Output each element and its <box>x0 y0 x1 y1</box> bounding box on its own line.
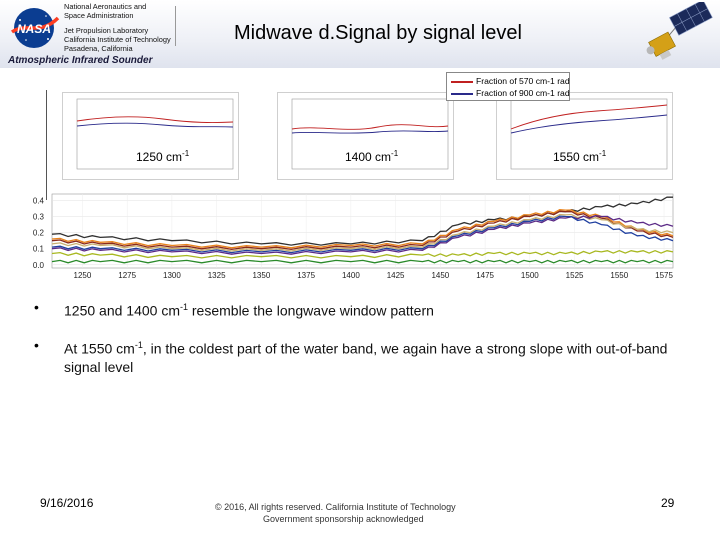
y-tick-label: 0.3 <box>33 213 45 222</box>
x-tick-label: 1400 <box>342 271 360 280</box>
x-tick-label: 1550 <box>610 271 628 280</box>
instrument-label: Atmospheric Infrared Sounder <box>8 55 153 66</box>
spectrum-line-chart: 0.4 0.3 0.2 0.1 0.0 1250 1275 1300 1325 1350 1375… <box>33 193 674 280</box>
footer-copyright-line-2: Government sponsorship acknowledged <box>263 514 424 524</box>
series-line-green <box>51 259 674 264</box>
header-divider <box>175 6 176 46</box>
bullet-text-2: At 1550 cm-1, in the coldest part of the… <box>64 340 668 375</box>
agency-name-line-2: Space Administration <box>64 11 134 20</box>
chart-legend: Fraction of 570 cm-1 rad Fraction of 900… <box>446 72 570 101</box>
y-tick-label: 0.2 <box>33 229 45 238</box>
x-tick-label: 1275 <box>118 271 136 280</box>
x-tick-label: 1475 <box>476 271 494 280</box>
nasa-logo-text: NASA <box>17 22 51 36</box>
legend-entry-900: Fraction of 900 cm-1 rad <box>451 88 570 98</box>
plot-label-1250: 1250 cm-1 <box>136 149 190 164</box>
page-number: 29 <box>661 496 675 510</box>
series-line-blue <box>51 215 674 254</box>
x-tick-label: 1300 <box>163 271 181 280</box>
x-tick-label: 1500 <box>521 271 539 280</box>
nasa-logo-icon: NASA <box>10 8 60 48</box>
series-line-tan <box>51 213 674 252</box>
chart-series-group <box>51 196 674 264</box>
satellite-icon <box>646 2 713 60</box>
bullet-marker-1: • <box>34 299 39 315</box>
x-tick-label: 1325 <box>208 271 226 280</box>
series-line-yellow-green <box>51 249 674 259</box>
agency-name-line-1: National Aeronautics and <box>64 2 147 11</box>
footer-date: 9/16/2016 <box>40 496 94 510</box>
y-tick-label: 0.1 <box>33 245 45 254</box>
plot-panel-1550 <box>496 92 673 180</box>
lab-name-line-1: Jet Propulsion Laboratory <box>64 26 149 35</box>
x-tick-label: 1425 <box>387 271 405 280</box>
x-tick-group: 1250 1275 1300 1325 1350 1375 1400 1425 1450 1475… <box>74 271 674 280</box>
axis-stub <box>46 90 47 200</box>
lab-name-line-3: Pasadena, California <box>64 44 133 53</box>
bullet-marker-2: • <box>34 337 39 353</box>
bullet-text-1: 1250 and 1400 cm-1 resemble the longwave… <box>64 302 434 319</box>
plot-label-1400: 1400 cm-1 <box>345 149 399 164</box>
x-tick-label: 1575 <box>655 271 673 280</box>
slide-header: NASA National Aeronautics and Space Admi… <box>0 0 720 68</box>
footer-copyright-line-1: © 2016, All rights reserved. California … <box>215 502 456 512</box>
plot-label-1550: 1550 cm-1 <box>553 149 607 164</box>
series-line-top <box>51 196 674 246</box>
lab-name-line-2: California Institute of Technology <box>64 35 171 44</box>
slide-title: Midwave d.Signal by signal level <box>234 22 522 44</box>
x-tick-label: 1450 <box>431 271 449 280</box>
y-tick-label: 0.4 <box>33 196 45 205</box>
x-tick-label: 1375 <box>297 271 315 280</box>
series-line-purple <box>51 214 674 255</box>
series-line-dark-red <box>51 210 674 251</box>
x-tick-label: 1525 <box>566 271 584 280</box>
legend-entry-570: Fraction of 570 cm-1 rad <box>451 76 570 86</box>
x-tick-label: 1250 <box>74 271 92 280</box>
plot-panel-1250 <box>62 92 239 180</box>
y-tick-label: 0.0 <box>33 261 45 270</box>
plot-panel-1400 <box>277 92 454 180</box>
x-tick-label: 1350 <box>252 271 270 280</box>
y-tick-group: 0.4 0.3 0.2 0.1 0.0 <box>33 196 45 269</box>
